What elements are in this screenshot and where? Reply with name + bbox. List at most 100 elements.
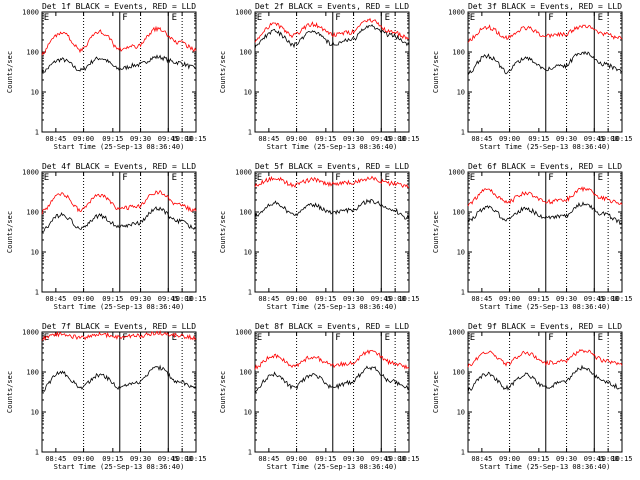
chart-panel-4: Det 4f BLACK = Events, RED = LLD 1 10 100 10… [6,162,207,311]
x-tick-label: 09:30 [343,455,364,463]
x-tick-label: 10:15 [185,295,206,303]
x-axis-title: Start Time (25-Sep-13 08:36:40) [480,463,611,471]
y-tick-label: 1000 [235,9,252,17]
panel-title: Det 9f BLACK = Events, RED = LLD [468,322,622,331]
plot-frame [42,172,196,292]
segment-flag: E [172,173,177,183]
plot-frame [42,332,196,452]
y-tick-label: 100 [452,49,465,57]
x-tick-label: 09:00 [73,295,94,303]
y-tick-label: 1 [35,129,39,137]
y-axis-title: Counts/sec [219,211,227,253]
segment-flag: F [122,13,127,23]
segment-flag: F [335,13,340,23]
segment-flag: E [257,333,262,343]
segment-flag: E [172,13,177,23]
segment-flag: E [44,13,49,23]
plot-frame [468,332,622,452]
y-tick-label: 100 [26,49,39,57]
y-axis-title: Counts/sec [432,371,440,413]
y-tick-label: 1000 [22,329,39,337]
x-tick-label: 10:15 [398,135,419,143]
y-tick-label: 1 [461,289,465,297]
series-line-events [255,366,409,392]
x-axis-title: Start Time (25-Sep-13 08:36:40) [267,143,398,151]
x-tick-label: 09:00 [286,295,307,303]
series-line-lld [42,27,196,55]
x-tick-label: 09:30 [556,135,577,143]
panel-title: Det 3f BLACK = Events, RED = LLD [468,2,622,11]
x-tick-label: 09:30 [343,135,364,143]
x-tick-label: 09:15 [315,295,336,303]
x-tick-label: 09:00 [73,135,94,143]
x-tick-label: 08:45 [471,135,492,143]
x-tick-label: 09:15 [102,135,123,143]
series-line-events [468,52,622,75]
y-tick-label: 1 [461,449,465,457]
segment-flag: E [598,173,603,183]
x-tick-label: 08:45 [45,455,66,463]
y-tick-label: 100 [452,369,465,377]
series-line-lld [468,187,622,206]
y-tick-label: 10 [31,89,39,97]
plot-frame [255,12,409,132]
y-axis-title: Counts/sec [432,211,440,253]
x-tick-label: 10:15 [611,455,632,463]
segment-flag: F [548,333,553,343]
segment-flag: E [470,13,475,23]
y-tick-label: 100 [26,369,39,377]
y-axis-title: Counts/sec [6,51,14,93]
panel-title: Det 2f BLACK = Events, RED = LLD [255,2,409,11]
panel-title: Det 6f BLACK = Events, RED = LLD [468,162,622,171]
y-tick-label: 1 [248,129,252,137]
chart-panel-9: Det 9f BLACK = Events, RED = LLD 1 10 100 10… [432,322,633,471]
series-line-events [468,366,622,393]
y-tick-label: 10 [457,249,465,257]
y-axis-title: Counts/sec [219,51,227,93]
series-line-lld [255,350,409,369]
y-tick-label: 100 [239,49,252,57]
x-tick-label: 08:45 [258,135,279,143]
series-line-events [468,202,622,224]
y-tick-label: 1 [35,289,39,297]
y-axis-title: Counts/sec [219,371,227,413]
panel-title: Det 4f BLACK = Events, RED = LLD [42,162,196,171]
plot-frame [255,172,409,292]
y-tick-label: 100 [26,209,39,217]
x-tick-label: 08:45 [45,295,66,303]
segment-flag: E [598,333,603,343]
x-axis-title: Start Time (25-Sep-13 08:36:40) [54,303,185,311]
x-axis-title: Start Time (25-Sep-13 08:36:40) [480,143,611,151]
x-tick-label: 09:15 [528,455,549,463]
segment-flag: E [44,173,49,183]
plot-frame [255,332,409,452]
segment-flag: E [470,173,475,183]
x-axis-title: Start Time (25-Sep-13 08:36:40) [267,303,398,311]
chart-panel-6: Det 6f BLACK = Events, RED = LLD11010010… [432,162,633,311]
segment-flag: F [335,173,340,183]
panel-title: Det 1f BLACK = Events, RED = LLD [42,2,196,11]
series-line-events [42,55,196,74]
x-tick-label: 09:30 [130,455,151,463]
x-tick-label: 08:45 [471,295,492,303]
x-tick-label: 09:30 [343,295,364,303]
panel-title: Det 5f BLACK = Events, RED = LLD [255,162,409,171]
y-tick-label: 10 [244,409,252,417]
x-tick-label: 09:15 [315,135,336,143]
y-axis-title: Counts/sec [6,211,14,253]
x-tick-label: 09:15 [315,455,336,463]
y-tick-label: 10 [457,89,465,97]
x-tick-label: 10:15 [185,135,206,143]
x-axis-title: Start Time (25-Sep-13 08:36:40) [480,303,611,311]
segment-flag: F [548,13,553,23]
x-tick-label: 09:15 [102,455,123,463]
series-line-events [42,366,196,393]
chart-panel-5: Det 5f BLACK = Events, RED = LLD 1 10 100 10… [219,162,420,311]
x-axis-title: Start Time (25-Sep-13 08:36:40) [54,463,185,471]
segment-flag: E [470,333,475,343]
y-tick-label: 1000 [235,169,252,177]
x-tick-label: 09:30 [556,455,577,463]
y-tick-label: 1000 [22,169,39,177]
series-line-events [255,199,409,219]
segment-flag: F [548,173,553,183]
